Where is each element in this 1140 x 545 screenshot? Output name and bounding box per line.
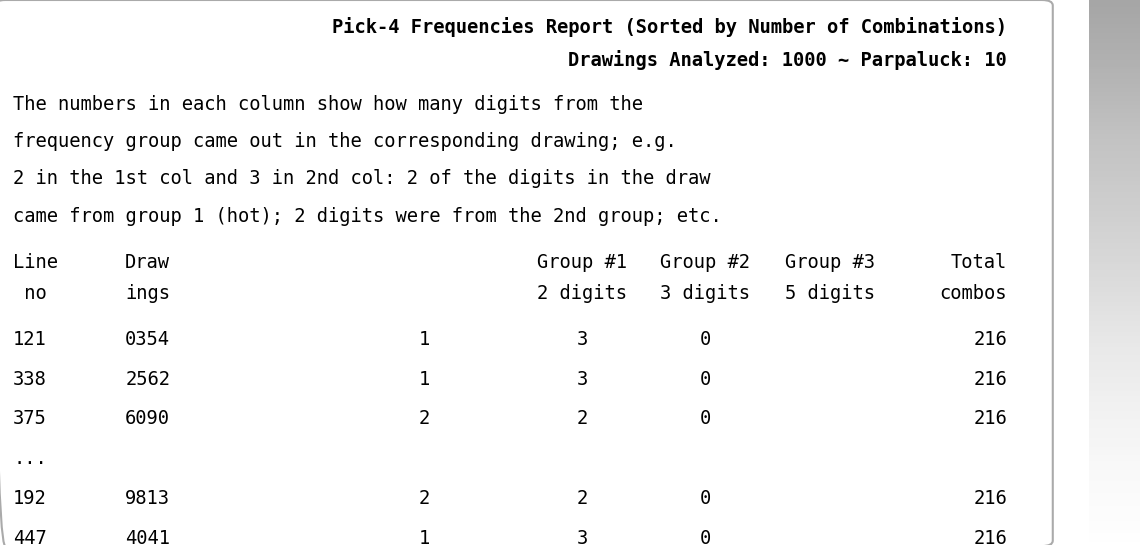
Text: 4041: 4041 — [125, 529, 170, 545]
Text: 3: 3 — [577, 330, 588, 349]
Text: 121: 121 — [13, 330, 47, 349]
Text: combos: combos — [939, 284, 1007, 304]
Text: 5 digits: 5 digits — [784, 284, 874, 304]
Text: 3 digits: 3 digits — [660, 284, 750, 304]
Text: 2: 2 — [420, 489, 430, 508]
Text: The numbers in each column show how many digits from the: The numbers in each column show how many… — [13, 95, 643, 114]
Text: 2: 2 — [577, 409, 588, 428]
Text: Total: Total — [951, 253, 1007, 272]
Text: Drawings Analyzed: 1000 ~ Parpaluck: 10: Drawings Analyzed: 1000 ~ Parpaluck: 10 — [569, 50, 1007, 70]
Text: 2: 2 — [577, 489, 588, 508]
Text: 0: 0 — [700, 330, 711, 349]
Text: 9813: 9813 — [125, 489, 170, 508]
Text: 0: 0 — [700, 409, 711, 428]
Text: 0: 0 — [700, 370, 711, 389]
Text: 0: 0 — [700, 529, 711, 545]
Text: 338: 338 — [13, 370, 47, 389]
Text: frequency group came out in the corresponding drawing; e.g.: frequency group came out in the correspo… — [13, 132, 677, 152]
Text: Group #2: Group #2 — [660, 253, 750, 272]
Text: 216: 216 — [974, 529, 1007, 545]
Text: 2: 2 — [420, 409, 430, 428]
Text: ...: ... — [13, 449, 47, 468]
Text: 1: 1 — [420, 330, 430, 349]
Text: 2562: 2562 — [125, 370, 170, 389]
Text: Group #3: Group #3 — [784, 253, 874, 272]
Text: 216: 216 — [974, 330, 1007, 349]
Text: 1: 1 — [420, 529, 430, 545]
Text: Draw: Draw — [125, 253, 170, 272]
Text: came from group 1 (hot); 2 digits were from the 2nd group; etc.: came from group 1 (hot); 2 digits were f… — [13, 207, 722, 226]
Text: 447: 447 — [13, 529, 47, 545]
Text: 0354: 0354 — [125, 330, 170, 349]
Text: 1: 1 — [420, 370, 430, 389]
Text: 2 in the 1st col and 3 in 2nd col: 2 of the digits in the draw: 2 in the 1st col and 3 in 2nd col: 2 of … — [13, 169, 710, 189]
Text: Group #1: Group #1 — [537, 253, 627, 272]
Text: 375: 375 — [13, 409, 47, 428]
Text: 192: 192 — [13, 489, 47, 508]
Text: 3: 3 — [577, 370, 588, 389]
Text: Line: Line — [13, 253, 58, 272]
Text: 216: 216 — [974, 489, 1007, 508]
Text: Pick-4 Frequencies Report (Sorted by Number of Combinations): Pick-4 Frequencies Report (Sorted by Num… — [332, 17, 1007, 38]
Text: 0: 0 — [700, 489, 711, 508]
Text: 216: 216 — [974, 409, 1007, 428]
Text: ings: ings — [125, 284, 170, 304]
Text: 3: 3 — [577, 529, 588, 545]
Text: 216: 216 — [974, 370, 1007, 389]
Text: no: no — [13, 284, 47, 304]
Text: 2 digits: 2 digits — [537, 284, 627, 304]
Text: 6090: 6090 — [125, 409, 170, 428]
